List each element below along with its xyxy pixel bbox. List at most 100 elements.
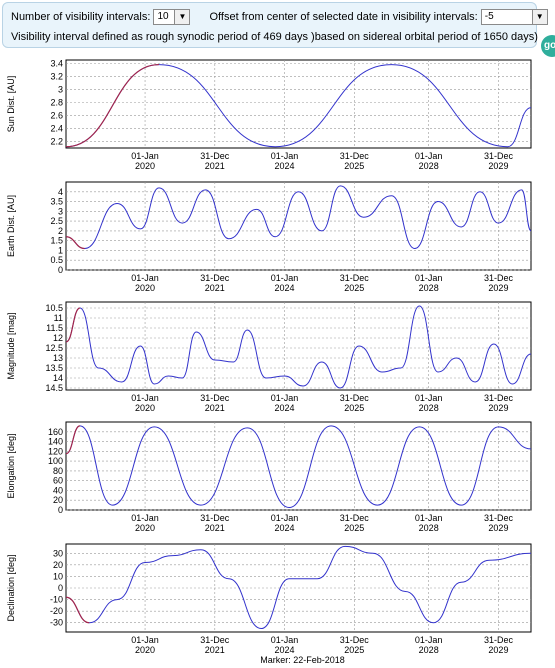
series-highlight (65, 596, 90, 624)
x-tick-label-year: 2028 (419, 403, 439, 413)
y-axis-label: Earth Dist. [AU] (6, 195, 16, 257)
series-highlight (65, 425, 81, 455)
y-tick-label: 60 (53, 476, 63, 486)
y-tick-label: 20 (53, 560, 63, 570)
y-tick-label: 2.8 (50, 97, 63, 107)
x-tick-label-date: 31-Dec (340, 151, 370, 161)
x-tick-label-date: 31-Dec (200, 513, 230, 523)
y-tick-label: 120 (48, 446, 63, 456)
y-tick-label: 140 (48, 437, 63, 447)
x-tick-label-year: 2024 (275, 161, 295, 171)
offset-select[interactable]: -5 ▼ (480, 9, 548, 25)
y-tick-label: 3.5 (50, 197, 63, 207)
x-tick-label-year: 2020 (135, 523, 155, 533)
y-tick-label: 1 (58, 245, 63, 255)
y-tick-label: -30 (50, 618, 63, 628)
x-tick-label-date: 31-Dec (200, 393, 230, 403)
y-tick-label: 0 (58, 583, 63, 593)
y-tick-label: 3.2 (50, 71, 63, 81)
y-tick-label: 30 (53, 548, 63, 558)
x-tick-label-year: 2029 (488, 161, 508, 171)
x-tick-label-year: 2029 (488, 645, 508, 655)
x-tick-label-year: 2024 (275, 283, 295, 293)
x-tick-label-year: 2021 (205, 283, 225, 293)
x-tick-label-year: 2024 (275, 523, 295, 533)
y-tick-label: 2 (58, 226, 63, 236)
plot-frame (65, 181, 532, 271)
x-tick-label-year: 2028 (419, 645, 439, 655)
go-button[interactable]: go (541, 35, 555, 57)
series-line (65, 545, 532, 630)
x-tick-label-year: 2020 (135, 403, 155, 413)
y-tick-label: 10.5 (45, 303, 63, 313)
chevron-down-icon[interactable]: ▼ (531, 10, 547, 24)
series-highlight (65, 307, 81, 343)
x-tick-label-year: 2020 (135, 283, 155, 293)
x-tick-label-date: 01-Jan (415, 513, 443, 523)
y-axis-label: Elongation [deg] (6, 433, 16, 498)
x-tick-label-year: 2025 (344, 283, 364, 293)
x-tick-label-date: 31-Dec (200, 151, 230, 161)
y-tick-label: 13.5 (45, 363, 63, 373)
x-tick-label-year: 2021 (205, 161, 225, 171)
intervals-select[interactable]: 10 ▼ (153, 9, 191, 25)
x-tick-label-date: 01-Jan (271, 635, 299, 645)
plot-frame (65, 421, 532, 511)
controls-row-1: Number of visibility intervals: 10 ▼ Off… (11, 9, 548, 25)
x-tick-label-date: 31-Dec (484, 513, 514, 523)
y-tick-label: 2.4 (50, 123, 63, 133)
x-tick-label-date: 01-Jan (131, 273, 159, 283)
x-tick-label-date: 31-Dec (340, 273, 370, 283)
controls-panel: Number of visibility intervals: 10 ▼ Off… (2, 2, 548, 48)
marker-label: Marker: 22-Feb-2018 (260, 655, 345, 665)
x-tick-label-date: 31-Dec (340, 635, 370, 645)
x-tick-label-date: 01-Jan (271, 513, 299, 523)
x-tick-label-date: 01-Jan (415, 635, 443, 645)
x-tick-label-date: 31-Dec (484, 393, 514, 403)
x-tick-label-date: 31-Dec (340, 513, 370, 523)
y-tick-label: 3 (58, 206, 63, 216)
x-tick-label-year: 2029 (488, 523, 508, 533)
y-tick-label: 2.5 (50, 216, 63, 226)
y-tick-label: 11 (54, 313, 63, 323)
y-tick-label: 3.4 (50, 58, 63, 68)
y-tick-label: -20 (50, 606, 63, 616)
x-tick-label-year: 2020 (135, 161, 155, 171)
series-line (65, 305, 532, 389)
x-tick-label-year: 2025 (344, 161, 364, 171)
intervals-label: Number of visibility intervals: (11, 11, 151, 23)
x-tick-label-year: 2028 (419, 523, 439, 533)
y-tick-label: 2.2 (50, 136, 63, 146)
x-tick-label-date: 01-Jan (271, 393, 299, 403)
y-tick-label: 12.5 (45, 343, 63, 353)
y-tick-label: 0.5 (50, 255, 63, 265)
x-tick-label-year: 2028 (419, 283, 439, 293)
y-tick-label: 14 (53, 373, 63, 383)
x-tick-label-date: 01-Jan (271, 273, 299, 283)
x-tick-label-date: 01-Jan (131, 151, 159, 161)
y-tick-label: 3 (58, 84, 63, 94)
y-tick-label: 13 (53, 353, 63, 363)
y-tick-label: 20 (53, 495, 63, 505)
y-tick-label: 100 (48, 456, 63, 466)
x-tick-label-date: 01-Jan (415, 393, 443, 403)
x-tick-label-year: 2029 (488, 283, 508, 293)
x-tick-label-date: 01-Jan (271, 151, 299, 161)
plot-frame (65, 59, 532, 149)
x-tick-label-year: 2021 (205, 403, 225, 413)
x-tick-label-date: 31-Dec (484, 151, 514, 161)
x-tick-label-year: 2024 (275, 645, 295, 655)
x-tick-label-date: 31-Dec (200, 635, 230, 645)
x-tick-label-date: 31-Dec (484, 273, 514, 283)
y-tick-label: 4 (58, 187, 63, 197)
chevron-down-icon[interactable]: ▼ (174, 10, 190, 24)
y-tick-label: -10 (50, 595, 63, 605)
x-tick-label-year: 2029 (488, 403, 508, 413)
x-tick-label-date: 01-Jan (415, 151, 443, 161)
y-tick-label: 11.5 (46, 323, 63, 333)
y-axis-label: Declination [deg] (6, 554, 16, 621)
offset-label: Offset from center of selected date in v… (209, 11, 478, 23)
x-tick-label-year: 2028 (419, 161, 439, 171)
x-tick-label-date: 01-Jan (131, 393, 159, 403)
x-tick-label-year: 2025 (344, 523, 364, 533)
